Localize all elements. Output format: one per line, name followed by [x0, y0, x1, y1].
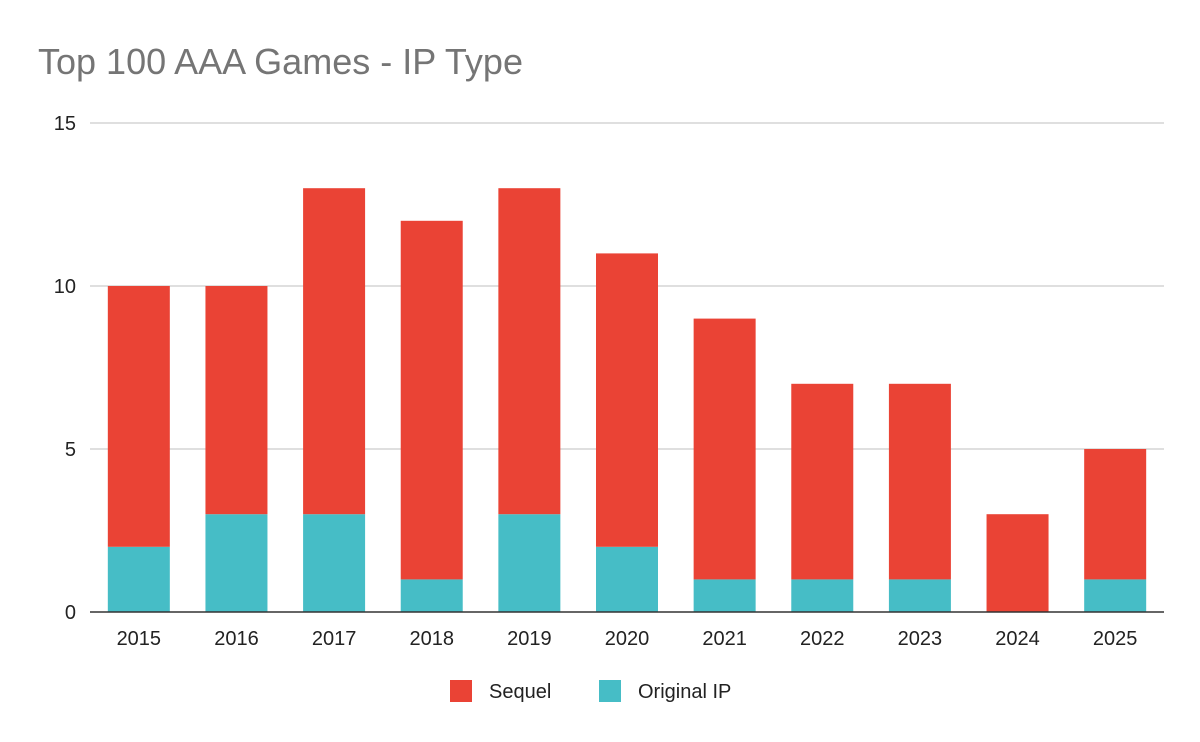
axis-layer: 0 5 10 15 2015 2016 2017 2018 2019 2020 2021 2022 20… [54, 113, 1164, 650]
legend-swatch-original-ip [599, 680, 621, 702]
bar-layer [107, 188, 1147, 612]
bar-original-ip-2021 [693, 579, 756, 612]
x-tick-label-2025: 2025 [1093, 628, 1138, 650]
x-tick-label-2020: 2020 [605, 628, 650, 650]
bar-sequel-2019 [498, 188, 561, 515]
x-tick-label-2024: 2024 [995, 628, 1040, 650]
bar-original-ip-2016 [205, 514, 268, 612]
bar-sequel-2025 [1084, 449, 1147, 580]
bar-sequel-2022 [791, 383, 854, 580]
x-tick-label-2022: 2022 [800, 628, 845, 650]
bar-original-ip-2017 [303, 514, 366, 612]
y-tick-label-0: 0 [65, 602, 76, 624]
bar-original-ip-2023 [888, 579, 951, 612]
x-tick-label-2017: 2017 [312, 628, 357, 650]
bar-original-ip-2022 [791, 579, 854, 612]
y-tick-label-10: 10 [54, 276, 76, 298]
chart-title: Top 100 AAA Games - IP Type [38, 41, 523, 82]
bar-sequel-2020 [596, 253, 658, 547]
bar-original-ip-2025 [1084, 579, 1147, 612]
bar-sequel-2024 [986, 514, 1049, 612]
x-tick-label-2023: 2023 [898, 628, 943, 650]
bar-original-ip-2018 [400, 579, 463, 612]
bar-sequel-2021 [693, 318, 756, 580]
bar-original-ip-2019 [498, 514, 561, 612]
legend: Sequel Original IP [450, 680, 731, 703]
bar-original-ip-2020 [596, 546, 658, 612]
legend-label-original-ip: Original IP [638, 681, 731, 703]
legend-label-sequel: Sequel [489, 681, 551, 703]
bar-sequel-2016 [205, 286, 268, 515]
y-tick-label-15: 15 [54, 113, 76, 135]
bar-sequel-2017 [303, 188, 366, 515]
bar-sequel-2015 [107, 286, 170, 547]
bar-original-ip-2015 [107, 546, 170, 612]
x-tick-label-2019: 2019 [507, 628, 552, 650]
x-tick-label-2021: 2021 [702, 628, 747, 650]
x-tick-label-2016: 2016 [214, 628, 259, 650]
bar-sequel-2023 [888, 383, 951, 580]
x-tick-label-2015: 2015 [117, 628, 162, 650]
bar-sequel-2018 [400, 220, 463, 580]
legend-swatch-sequel [450, 680, 472, 702]
y-tick-label-5: 5 [65, 439, 76, 461]
x-tick-label-2018: 2018 [409, 628, 454, 650]
